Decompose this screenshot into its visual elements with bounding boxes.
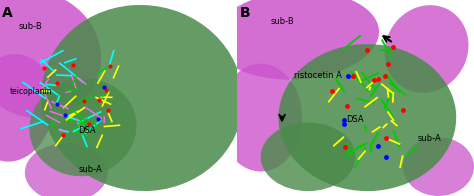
Text: B: B: [239, 6, 250, 20]
Ellipse shape: [0, 0, 101, 118]
Ellipse shape: [213, 0, 379, 80]
Text: A: A: [2, 6, 13, 20]
Text: DSA: DSA: [346, 114, 364, 123]
Ellipse shape: [41, 5, 243, 191]
Text: sub-B: sub-B: [270, 16, 294, 25]
Text: DSA: DSA: [78, 126, 96, 135]
Ellipse shape: [29, 79, 137, 176]
Ellipse shape: [403, 137, 474, 196]
Text: sub-A: sub-A: [78, 165, 102, 174]
Ellipse shape: [25, 143, 108, 196]
Ellipse shape: [278, 44, 456, 191]
Text: ristocetin A: ristocetin A: [294, 71, 342, 80]
Ellipse shape: [385, 5, 468, 93]
Ellipse shape: [0, 54, 54, 162]
Ellipse shape: [261, 122, 356, 191]
Text: teicoplanin: teicoplanin: [9, 87, 52, 96]
Text: sub-B: sub-B: [19, 22, 43, 31]
Ellipse shape: [219, 64, 302, 172]
Text: sub-A: sub-A: [417, 134, 441, 143]
